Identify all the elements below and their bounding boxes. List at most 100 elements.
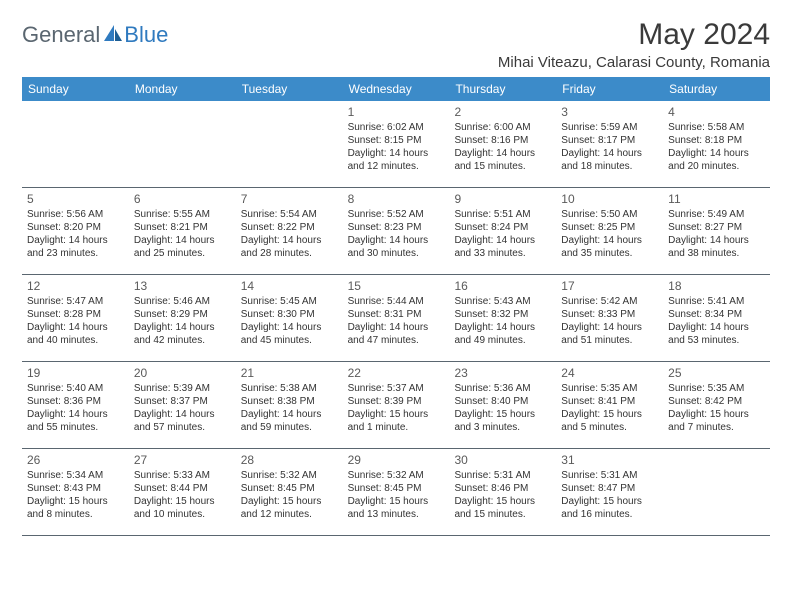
day-cell: 7 Sunrise: 5:54 AMSunset: 8:22 PMDaylight… [236,188,343,274]
sunset-text: Sunset: 8:46 PM [454,482,551,495]
day-cell: 30Sunrise: 5:31 AMSunset: 8:46 PMDayligh… [449,449,556,535]
sunset-text: Sunset: 8:34 PM [668,308,765,321]
day-cell: 15Sunrise: 5:44 AMSunset: 8:31 PMDayligh… [343,275,450,361]
day-cell [129,101,236,187]
day-number: 20 [134,366,231,380]
day-cell: 3 Sunrise: 5:59 AMSunset: 8:17 PMDaylight… [556,101,663,187]
day-details: Sunrise: 5:37 AMSunset: 8:39 PMDaylight:… [348,382,445,434]
sunset-text: Sunset: 8:20 PM [27,221,124,234]
sunrise-text: Sunrise: 5:45 AM [241,295,338,308]
day-details: Sunrise: 5:35 AMSunset: 8:42 PMDaylight:… [668,382,765,434]
day-number: 5 [27,192,124,206]
day-number: 18 [668,279,765,293]
month-title: May 2024 [498,18,770,52]
day-cell: 19Sunrise: 5:40 AMSunset: 8:36 PMDayligh… [22,362,129,448]
daylight-text: Daylight: 15 hours and 13 minutes. [348,495,445,521]
day-cell: 1Sunrise: 6:02 AMSunset: 8:15 PMDaylight… [343,101,450,187]
day-details: Sunrise: 6:02 AMSunset: 8:15 PMDaylight:… [348,121,445,173]
sunrise-text: Sunrise: 5:42 AM [561,295,658,308]
sunset-text: Sunset: 8:22 PM [241,221,338,234]
day-details: Sunrise: 5:46 AMSunset: 8:29 PMDaylight:… [134,295,231,347]
day-number: 10 [561,192,658,206]
day-number: 15 [348,279,445,293]
day-cell: 27Sunrise: 5:33 AMSunset: 8:44 PMDayligh… [129,449,236,535]
daylight-text: Daylight: 14 hours and 23 minutes. [27,234,124,260]
week-row: 26Sunrise: 5:34 AMSunset: 8:43 PMDayligh… [22,449,770,536]
logo-text-general: General [22,22,100,48]
day-details: Sunrise: 5:51 AMSunset: 8:24 PMDaylight:… [454,208,551,260]
day-details: Sunrise: 5:45 AMSunset: 8:30 PMDaylight:… [241,295,338,347]
day-number: 3 [561,105,658,119]
day-number: 31 [561,453,658,467]
sunrise-text: Sunrise: 5:38 AM [241,382,338,395]
sunset-text: Sunset: 8:28 PM [27,308,124,321]
week-row: 1Sunrise: 6:02 AMSunset: 8:15 PMDaylight… [22,101,770,188]
sunrise-text: Sunrise: 5:46 AM [134,295,231,308]
sunset-text: Sunset: 8:42 PM [668,395,765,408]
sunset-text: Sunset: 8:43 PM [27,482,124,495]
sunrise-text: Sunrise: 5:58 AM [668,121,765,134]
sunset-text: Sunset: 8:39 PM [348,395,445,408]
day-details: Sunrise: 5:38 AMSunset: 8:38 PMDaylight:… [241,382,338,434]
sunset-text: Sunset: 8:45 PM [241,482,338,495]
sunrise-text: Sunrise: 5:51 AM [454,208,551,221]
logo: General Blue [22,22,168,48]
day-cell: 28Sunrise: 5:32 AMSunset: 8:45 PMDayligh… [236,449,343,535]
sunrise-text: Sunrise: 5:43 AM [454,295,551,308]
calendar-page: General Blue May 2024 Mihai Viteazu, Cal… [0,0,792,546]
weekday-header: Thursday [449,77,556,101]
day-details: Sunrise: 5:50 AMSunset: 8:25 PMDaylight:… [561,208,658,260]
sunrise-text: Sunrise: 5:37 AM [348,382,445,395]
sunrise-text: Sunrise: 5:41 AM [668,295,765,308]
daylight-text: Daylight: 14 hours and 12 minutes. [348,147,445,173]
sunrise-text: Sunrise: 5:36 AM [454,382,551,395]
sunset-text: Sunset: 8:17 PM [561,134,658,147]
day-number: 7 [241,192,338,206]
day-number: 4 [668,105,765,119]
sunset-text: Sunset: 8:27 PM [668,221,765,234]
daylight-text: Daylight: 14 hours and 49 minutes. [454,321,551,347]
weeks-container: 1Sunrise: 6:02 AMSunset: 8:15 PMDaylight… [22,101,770,536]
weekday-header: Friday [556,77,663,101]
day-number: 29 [348,453,445,467]
day-cell [663,449,770,535]
sunset-text: Sunset: 8:16 PM [454,134,551,147]
day-cell: 4Sunrise: 5:58 AMSunset: 8:18 PMDaylight… [663,101,770,187]
day-details: Sunrise: 5:54 AMSunset: 8:22 PMDaylight:… [241,208,338,260]
daylight-text: Daylight: 15 hours and 7 minutes. [668,408,765,434]
day-cell [236,101,343,187]
sunrise-text: Sunrise: 5:44 AM [348,295,445,308]
day-cell: 5Sunrise: 5:56 AMSunset: 8:20 PMDaylight… [22,188,129,274]
daylight-text: Daylight: 14 hours and 42 minutes. [134,321,231,347]
day-details: Sunrise: 5:31 AMSunset: 8:46 PMDaylight:… [454,469,551,521]
day-number: 16 [454,279,551,293]
sunset-text: Sunset: 8:36 PM [27,395,124,408]
sunrise-text: Sunrise: 5:32 AM [241,469,338,482]
day-number: 8 [348,192,445,206]
day-cell: 6Sunrise: 5:55 AMSunset: 8:21 PMDaylight… [129,188,236,274]
day-details: Sunrise: 5:32 AMSunset: 8:45 PMDaylight:… [348,469,445,521]
week-row: 5Sunrise: 5:56 AMSunset: 8:20 PMDaylight… [22,188,770,275]
daylight-text: Daylight: 14 hours and 59 minutes. [241,408,338,434]
daylight-text: Daylight: 15 hours and 15 minutes. [454,495,551,521]
day-number: 14 [241,279,338,293]
sunset-text: Sunset: 8:38 PM [241,395,338,408]
sunrise-text: Sunrise: 5:59 AM [561,121,658,134]
day-number: 12 [27,279,124,293]
day-number: 23 [454,366,551,380]
sunset-text: Sunset: 8:15 PM [348,134,445,147]
sunrise-text: Sunrise: 5:55 AM [134,208,231,221]
daylight-text: Daylight: 14 hours and 30 minutes. [348,234,445,260]
sunrise-text: Sunrise: 5:39 AM [134,382,231,395]
daylight-text: Daylight: 14 hours and 28 minutes. [241,234,338,260]
sunset-text: Sunset: 8:23 PM [348,221,445,234]
title-block: May 2024 Mihai Viteazu, Calarasi County,… [498,18,770,71]
sunset-text: Sunset: 8:32 PM [454,308,551,321]
day-details: Sunrise: 5:42 AMSunset: 8:33 PMDaylight:… [561,295,658,347]
day-cell: 16 Sunrise: 5:43 AMSunset: 8:32 PMDayligh… [449,275,556,361]
day-cell: 25Sunrise: 5:35 AMSunset: 8:42 PMDayligh… [663,362,770,448]
daylight-text: Daylight: 14 hours and 57 minutes. [134,408,231,434]
day-number: 17 [561,279,658,293]
weekday-header: Tuesday [236,77,343,101]
day-details: Sunrise: 5:59 AMSunset: 8:17 PMDaylight:… [561,121,658,173]
